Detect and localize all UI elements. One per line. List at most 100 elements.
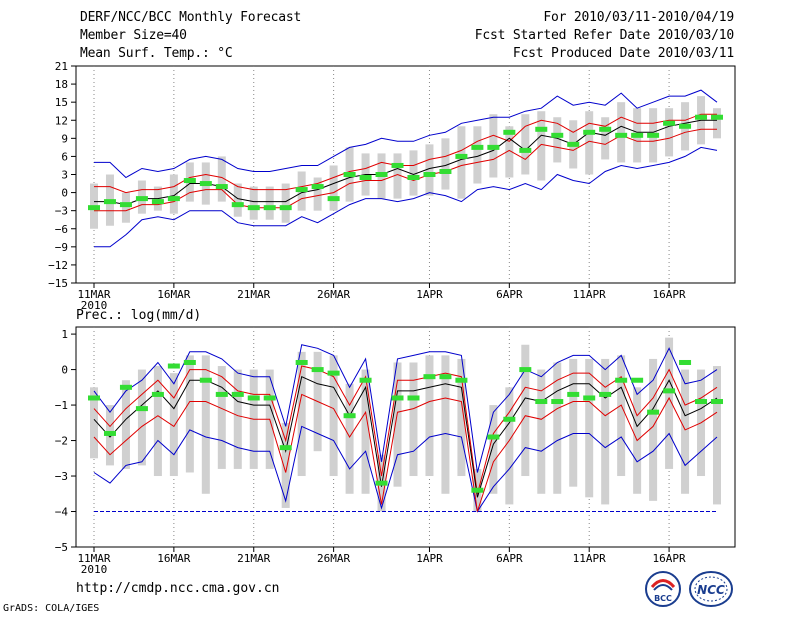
temp-x-tick-label: 26MAR xyxy=(317,288,350,301)
precip-observed-marker xyxy=(327,370,340,376)
precip-spread-box xyxy=(201,355,210,494)
forecast-period: For 2010/03/11-2010/04/19 xyxy=(543,10,734,25)
temp-y-tick-label: 18 xyxy=(55,78,68,91)
temp-observed-marker xyxy=(663,120,676,126)
temp-spread-box xyxy=(393,153,402,199)
precip-spread-box xyxy=(137,369,146,466)
temp-x-tick-label: 11APR xyxy=(573,288,606,301)
precip-observed-marker xyxy=(487,434,500,440)
precip-observed-marker xyxy=(647,409,660,415)
precip-spread-box xyxy=(233,369,242,469)
temp-lower-line xyxy=(94,128,717,212)
chart-title: DERF/NCC/BCC Monthly Forecast xyxy=(80,10,302,25)
precip-spread-box xyxy=(713,366,721,505)
temp-observed-marker xyxy=(455,153,468,159)
precip-observed-marker xyxy=(455,377,468,383)
precip-spread-box xyxy=(681,369,690,494)
temp-x-tick-label: 11MAR xyxy=(77,288,110,301)
precip-observed-marker xyxy=(503,416,516,422)
temp-spread-box xyxy=(265,186,274,220)
precip-observed-marker xyxy=(215,391,228,397)
precip-spread-box xyxy=(553,362,562,494)
precip-spread-box xyxy=(217,366,226,469)
precip-spread-box xyxy=(329,355,338,477)
precip-max-line xyxy=(93,344,718,473)
temp-observed-marker xyxy=(647,132,660,138)
precip-observed-marker xyxy=(88,395,100,401)
temp-observed-marker xyxy=(679,123,692,129)
precip-observed-marker xyxy=(663,388,676,394)
precip-observed-marker xyxy=(471,487,484,493)
precip-observed-marker xyxy=(423,374,436,380)
temp-y-tick-label: 12 xyxy=(55,114,68,127)
temp-mean-line xyxy=(94,119,717,206)
temp-observed-marker xyxy=(519,147,532,153)
precip-x-tick-label: 26MAR xyxy=(317,552,350,565)
temp-spread-box xyxy=(665,108,674,157)
temp-spread-box xyxy=(313,177,322,211)
precip-observed-marker xyxy=(359,377,372,383)
precip-observed-marker xyxy=(103,430,116,436)
temp-upper-line xyxy=(94,113,717,194)
temp-max-line xyxy=(94,89,718,179)
precip-spread-box xyxy=(361,369,370,494)
temp-observed-marker xyxy=(375,172,388,177)
forecast-produced-date: Fcst Produced Date 2010/03/11 xyxy=(512,46,734,61)
precip-year-label: 2010 xyxy=(81,563,108,576)
temp-observed-marker xyxy=(439,168,452,174)
precip-spread-box xyxy=(489,405,498,494)
precip-spread-box xyxy=(425,355,434,477)
precip-y-tick-label: 1 xyxy=(61,328,68,341)
precip-x-tick-label: 11MAR xyxy=(77,552,110,565)
precip-observed-marker xyxy=(279,445,292,451)
temp-spread-box xyxy=(233,183,242,217)
precip-x-tick-label: 1APR xyxy=(416,552,443,565)
temp-observed-marker xyxy=(359,175,372,181)
website-link[interactable]: http://cmdp.ncc.cma.gov.cn xyxy=(76,581,280,596)
precip-observed-marker xyxy=(519,367,532,373)
temp-observed-marker xyxy=(391,162,404,168)
precip-observed-marker xyxy=(551,399,564,405)
temp-min-line xyxy=(94,146,718,248)
precip-y-tick-label: −4 xyxy=(55,506,69,519)
temp-observed-marker xyxy=(503,129,516,135)
temp-spread-box xyxy=(409,150,418,196)
temp-observed-marker xyxy=(695,114,708,120)
temp-spread-box xyxy=(585,111,594,175)
precip-spread-box xyxy=(393,362,402,487)
precip-x-tick-label: 6APR xyxy=(496,552,523,565)
temp-observed-marker xyxy=(407,175,420,181)
temp-observed-marker xyxy=(423,172,436,177)
temp-year-label: 2010 xyxy=(81,299,108,312)
precip-observed-marker xyxy=(231,391,244,397)
temp-spread-box xyxy=(537,111,546,181)
temp-observed-marker xyxy=(343,172,356,177)
temp-observed-marker xyxy=(487,144,500,150)
temp-observed-marker xyxy=(199,181,212,187)
temp-observed-marker xyxy=(247,205,260,211)
temp-observed-marker xyxy=(615,132,628,138)
temp-spread-box xyxy=(601,117,610,160)
temp-observed-marker xyxy=(551,132,564,138)
precip-y-tick-label: 0 xyxy=(61,364,68,377)
bcc-logo: BCC xyxy=(645,571,681,607)
precip-spread-box xyxy=(345,383,354,494)
precip-spread-box xyxy=(537,369,546,494)
variable-label: Mean Surf. Temp.: °C xyxy=(80,46,233,61)
precip-observed-marker xyxy=(631,377,644,383)
temp-observed-marker xyxy=(279,205,292,211)
temp-spread-box xyxy=(281,183,290,223)
temp-spread-box xyxy=(217,156,226,202)
precip-spread-box xyxy=(521,344,530,477)
temp-y-tick-label: 3 xyxy=(61,169,68,182)
precip-spread-box xyxy=(617,355,626,477)
precip-upper-line xyxy=(93,365,718,494)
temp-spread-box xyxy=(169,174,178,214)
temp-y-tick-label: −12 xyxy=(48,259,68,272)
temp-spread-box xyxy=(553,117,562,163)
temp-observed-marker xyxy=(135,196,148,202)
precip-observed-marker xyxy=(695,399,708,405)
temp-y-tick-label: −15 xyxy=(48,277,68,290)
precip-spread-box xyxy=(665,337,674,469)
